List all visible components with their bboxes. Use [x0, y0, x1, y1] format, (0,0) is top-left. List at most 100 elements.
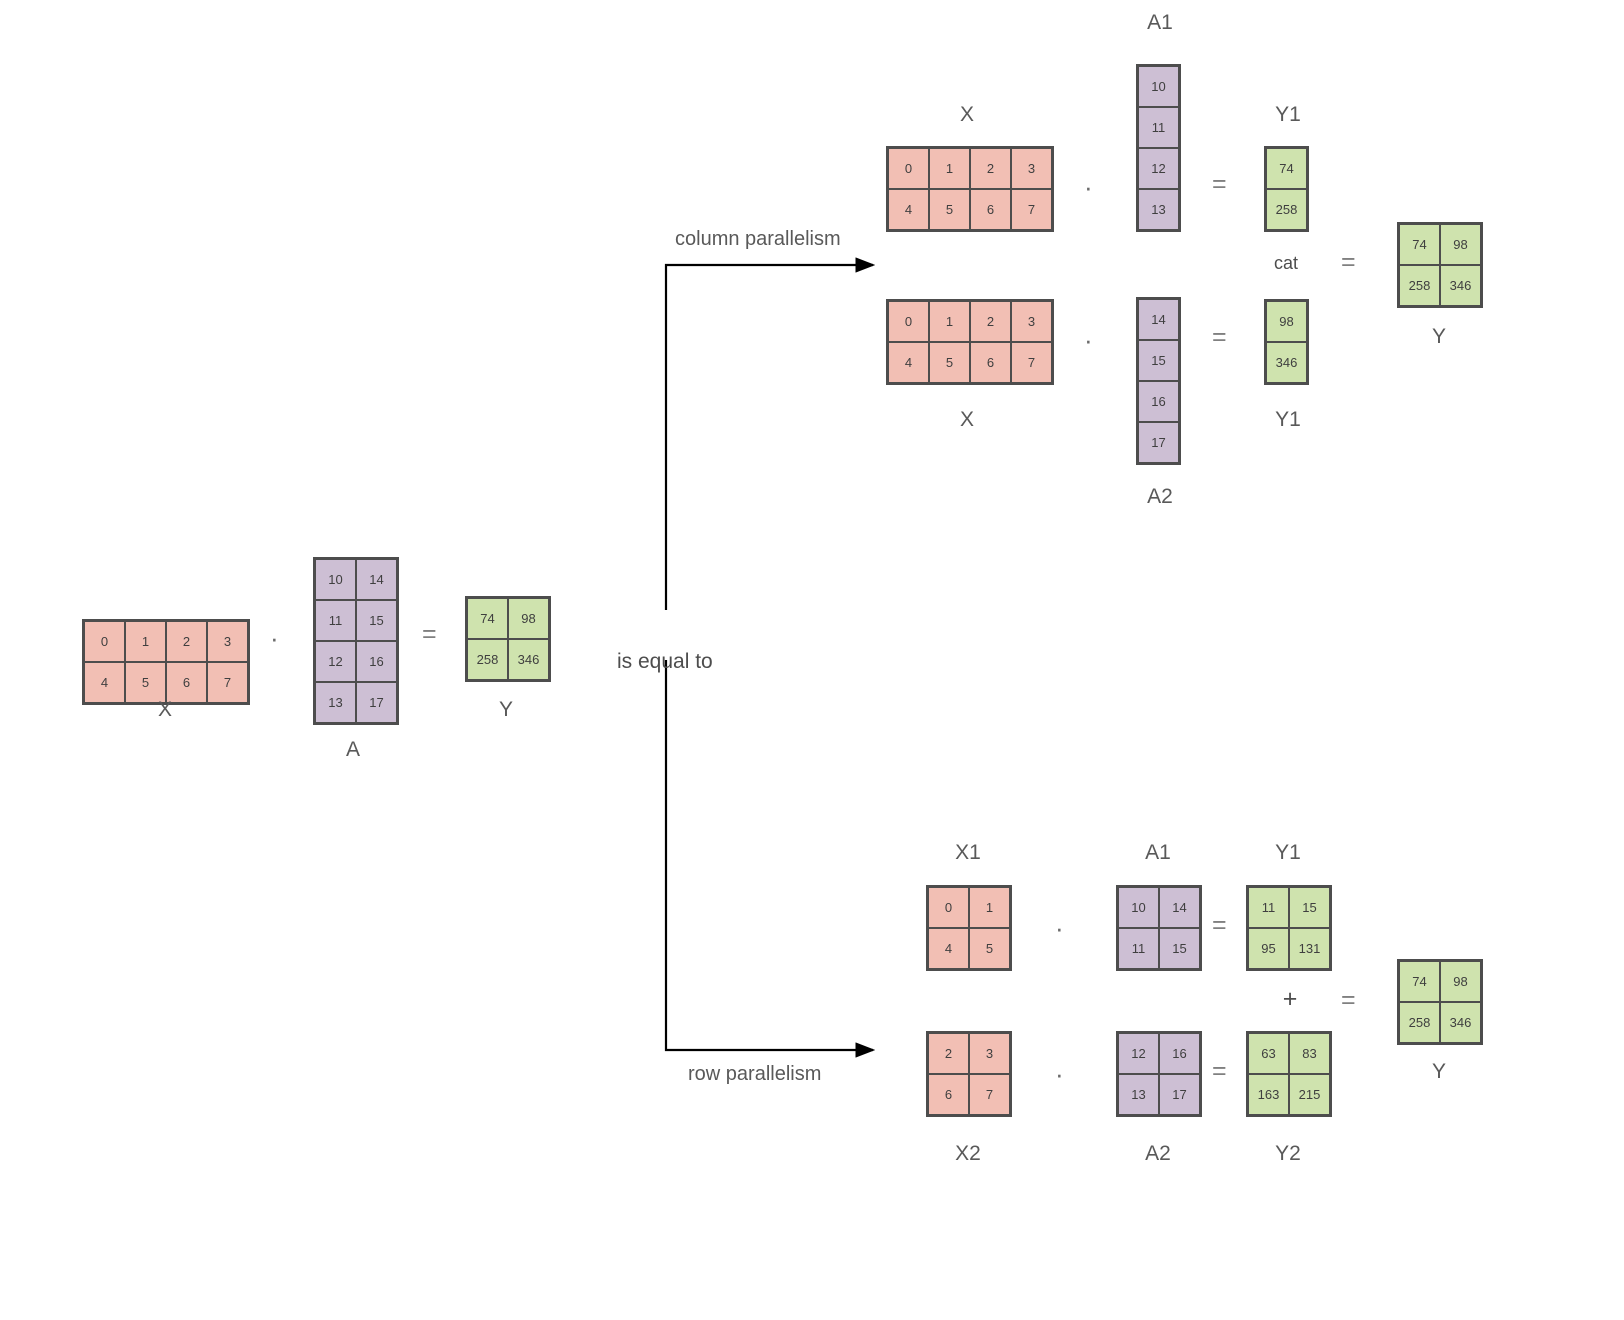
cell: 98 [1267, 302, 1306, 341]
cell: 16 [1160, 1034, 1199, 1073]
cell: 15 [1290, 888, 1329, 927]
row-top-matrix-X1: 0 1 4 5 [926, 885, 1012, 971]
cell: 0 [889, 302, 928, 341]
cell: 15 [1160, 929, 1199, 968]
cell: 14 [1160, 888, 1199, 927]
cell: 5 [970, 929, 1009, 968]
cell: 346 [509, 640, 548, 679]
cell: 63 [1249, 1034, 1288, 1073]
cell: 5 [930, 190, 969, 229]
cell: 74 [468, 599, 507, 638]
base-matrix-Y-label: Y [498, 698, 513, 721]
cell: 2 [971, 302, 1010, 341]
cell: 98 [509, 599, 548, 638]
cell: 74 [1400, 225, 1439, 264]
row-bottom-matrix-X2: 2 3 6 7 [926, 1031, 1012, 1117]
cell: 346 [1441, 1003, 1480, 1042]
row-top-matrix-A1: 10 14 11 15 [1116, 885, 1202, 971]
base-matrix-A: 10 14 11 15 12 16 13 17 [313, 557, 399, 725]
cell: 7 [1012, 190, 1051, 229]
cell: 13 [316, 683, 355, 722]
col-top-matrix-Y1: 74 258 [1264, 146, 1309, 232]
is-equal-to-label: is equal to [617, 650, 713, 673]
col-bottom-matrix-A2: 14 15 16 17 [1136, 297, 1181, 465]
cell: 17 [357, 683, 396, 722]
col-top-equals-operator: = [1212, 170, 1227, 198]
col-result-matrix-Y-label: Y [1431, 325, 1446, 348]
cell: 258 [1400, 1003, 1439, 1042]
column-parallelism-label: column parallelism [675, 228, 841, 250]
col-bottom-dot-operator: · [1084, 325, 1093, 355]
row-bottom-equals-operator: = [1212, 1057, 1227, 1085]
col-bottom-equals-operator: = [1212, 323, 1227, 351]
col-bottom-A2-label: A2 [1147, 485, 1173, 508]
row-result-matrix-Y-label: Y [1431, 1060, 1446, 1083]
cell: 11 [1139, 108, 1178, 147]
row-top-A1-label: A1 [1145, 841, 1171, 864]
cell: 16 [1139, 382, 1178, 421]
col-top-matrix-A1: 10 11 12 13 [1136, 64, 1181, 232]
row-top-X1-label: X1 [955, 841, 981, 864]
cell: 17 [1160, 1075, 1199, 1114]
cell: 14 [1139, 300, 1178, 339]
row-top-equals-operator: = [1212, 911, 1227, 939]
row-plus-operator: + [1282, 985, 1298, 1013]
col-result-matrix-Y: 74 98 258 346 [1397, 222, 1483, 308]
cell: 98 [1441, 225, 1480, 264]
cell: 95 [1249, 929, 1288, 968]
cell: 13 [1139, 190, 1178, 229]
base-matrix-A-label: A [345, 738, 360, 761]
cell: 6 [971, 190, 1010, 229]
cell: 5 [930, 343, 969, 382]
row-result-equals-operator: = [1341, 986, 1356, 1014]
col-bottom-matrix-Y2: 98 346 [1264, 299, 1309, 385]
row-result-matrix-Y: 74 98 258 346 [1397, 959, 1483, 1045]
cell: 346 [1267, 343, 1306, 382]
row-bottom-matrix-Y2: 63 83 163 215 [1246, 1031, 1332, 1117]
base-dot-operator: · [270, 623, 279, 653]
cell: 1 [126, 622, 165, 661]
col-top-A1-label: A1 [1147, 11, 1173, 34]
cell: 12 [316, 642, 355, 681]
cell: 6 [167, 663, 206, 702]
col-concat-operator: cat [1273, 253, 1298, 273]
cell: 131 [1290, 929, 1329, 968]
cell: 7 [1012, 343, 1051, 382]
base-matrix-Y: 74 98 258 346 [465, 596, 551, 682]
base-equals-operator: = [422, 620, 437, 648]
cell: 14 [357, 560, 396, 599]
col-top-matrix-X: 0 1 2 3 4 5 6 7 [886, 146, 1054, 232]
row-bottom-Y2-label: Y2 [1275, 1142, 1301, 1165]
cell: 3 [1012, 149, 1051, 188]
cell: 10 [1139, 67, 1178, 106]
col-bottom-X-label: X [959, 408, 974, 431]
row-bottom-matrix-A2: 12 16 13 17 [1116, 1031, 1202, 1117]
cell: 0 [889, 149, 928, 188]
cell: 215 [1290, 1075, 1329, 1114]
row-top-dot-operator: · [1055, 913, 1064, 943]
cell: 1 [970, 888, 1009, 927]
cell: 3 [970, 1034, 1009, 1073]
row-bottom-dot-operator: · [1055, 1059, 1064, 1089]
row-bottom-X2-label: X2 [955, 1142, 981, 1165]
row-bottom-A2-label: A2 [1145, 1142, 1171, 1165]
cell: 83 [1290, 1034, 1329, 1073]
cell: 2 [167, 622, 206, 661]
cell: 0 [929, 888, 968, 927]
cell: 258 [1267, 190, 1306, 229]
cell: 12 [1139, 149, 1178, 188]
cell: 163 [1249, 1075, 1288, 1114]
cell: 4 [85, 663, 124, 702]
cell: 10 [1119, 888, 1158, 927]
cell: 7 [208, 663, 247, 702]
cell: 1 [930, 302, 969, 341]
col-top-Y1-label: Y1 [1275, 103, 1301, 126]
cell: 16 [357, 642, 396, 681]
cell: 2 [971, 149, 1010, 188]
cell: 12 [1119, 1034, 1158, 1073]
cell: 4 [889, 343, 928, 382]
cell: 11 [1119, 929, 1158, 968]
cell: 6 [971, 343, 1010, 382]
cell: 346 [1441, 266, 1480, 305]
